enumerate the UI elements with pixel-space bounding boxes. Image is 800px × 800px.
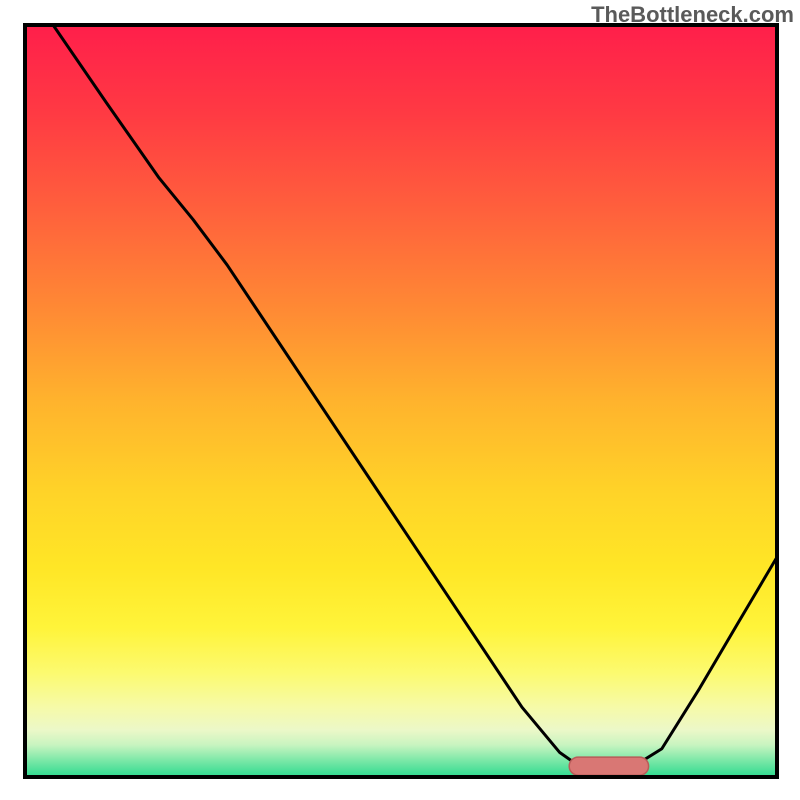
chart-container — [23, 23, 779, 779]
bottleneck-chart — [23, 23, 779, 779]
watermark-text: TheBottleneck.com — [591, 2, 794, 28]
optimal-marker — [569, 757, 648, 775]
gradient-background — [23, 23, 779, 779]
